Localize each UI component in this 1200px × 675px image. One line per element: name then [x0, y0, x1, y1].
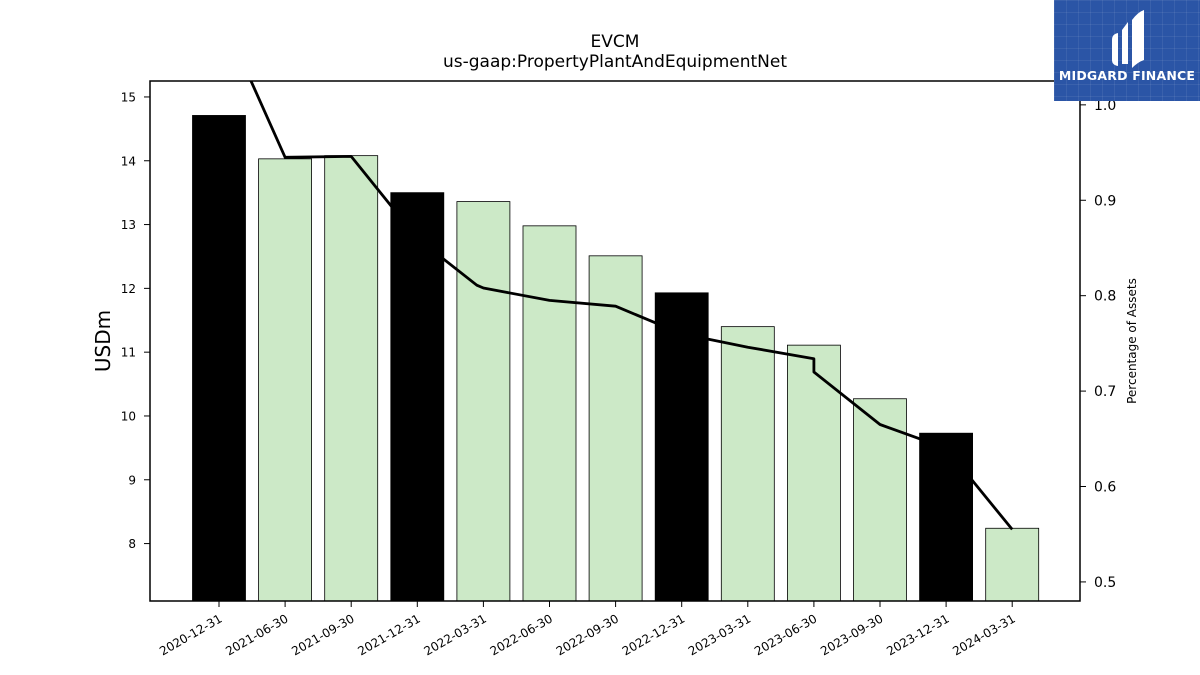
x-tick-label: 2023-09-30	[818, 611, 885, 658]
x-tick-label: 2022-06-30	[488, 611, 555, 658]
y-tick-label: 14	[121, 154, 136, 168]
y-tick-label: 12	[121, 282, 136, 296]
x-tick-label: 2022-12-31	[620, 611, 687, 658]
x-tick-label: 2020-12-31	[157, 611, 224, 658]
y-tick-label: 8	[128, 537, 136, 551]
x-tick-label: 2021-06-30	[223, 611, 290, 658]
x-tick-label: 2023-03-31	[686, 611, 753, 658]
y2-axis-label: Percentage of Assets	[1125, 278, 1139, 404]
x-tick-label: 2024-03-31	[950, 611, 1017, 658]
x-tick-label: 2023-12-31	[884, 611, 951, 658]
y-axis-label: USDm	[91, 310, 115, 372]
x-tick-label: 2022-09-30	[554, 611, 621, 658]
pct-assets-line	[249, 81, 1014, 531]
y2-tick-label: 0.8	[1094, 289, 1116, 305]
plot-frame	[149, 80, 1081, 602]
bar-2022-12-31	[654, 292, 709, 602]
logo-mark-icon	[1112, 10, 1144, 68]
bar-2023-06-30	[787, 344, 841, 602]
bar-2023-12-31	[919, 432, 973, 602]
bar-2020-12-31	[192, 115, 246, 602]
y-tick-label: 10	[121, 409, 136, 423]
y-tick-label: 9	[128, 473, 136, 487]
bar-2024-03-31	[985, 527, 1040, 602]
midgard-finance-logo: MIDGARD FINANCE	[1054, 0, 1200, 101]
y-tick-label: 11	[121, 346, 136, 360]
bar-2021-06-30	[258, 158, 313, 602]
chart-subtitle: us-gaap:PropertyPlantAndEquipmentNet	[443, 52, 787, 72]
y2-tick-label: 0.6	[1094, 480, 1116, 496]
y-tick-label: 13	[121, 218, 136, 232]
bar-2022-06-30	[522, 225, 577, 602]
bar-2023-03-31	[720, 326, 775, 602]
y2-tick-label: 0.5	[1094, 575, 1116, 591]
y2-tick-label: 0.7	[1094, 384, 1116, 400]
bar-2022-03-31	[456, 201, 511, 602]
logo-text: MIDGARD FINANCE	[1058, 68, 1196, 83]
chart-title: EVCM	[590, 32, 640, 52]
x-tick-label: 2021-12-31	[355, 611, 422, 658]
y-tick-label: 15	[121, 90, 136, 104]
y2-tick-label: 0.9	[1094, 193, 1116, 209]
bar-2021-09-30	[324, 155, 379, 602]
bar-2021-12-31	[390, 192, 445, 602]
x-tick-label: 2022-03-31	[421, 611, 488, 658]
bar-2023-09-30	[853, 398, 907, 602]
y2-tick-label: 1.0	[1094, 98, 1116, 114]
x-tick-label: 2021-09-30	[289, 611, 356, 658]
x-tick-label: 2023-06-30	[752, 611, 819, 658]
